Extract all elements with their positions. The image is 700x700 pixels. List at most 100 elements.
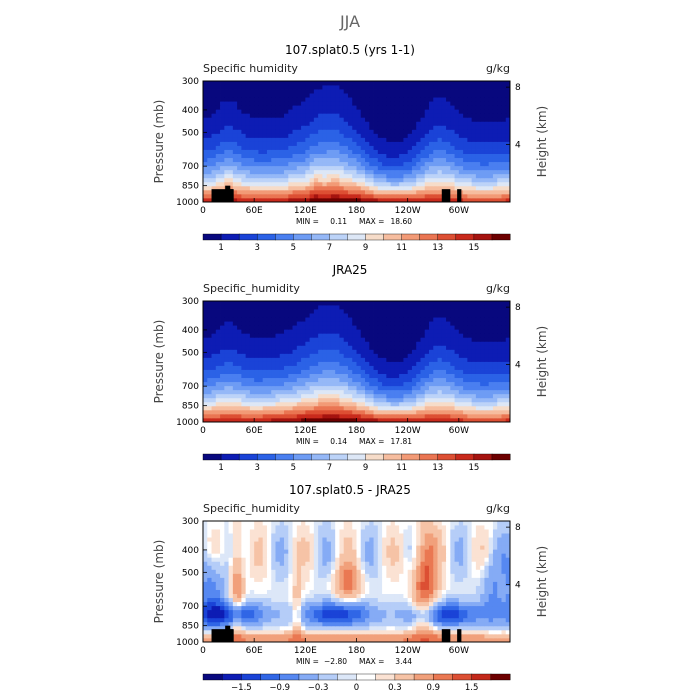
heatmap-cell bbox=[497, 409, 502, 415]
heatmap-cell bbox=[428, 377, 434, 383]
y-tick-label: 850 bbox=[182, 182, 199, 192]
heatmap-cell bbox=[407, 333, 413, 338]
heatmap-cell bbox=[407, 385, 413, 391]
heatmap-cell bbox=[237, 633, 242, 639]
heatmap-cell bbox=[203, 405, 208, 411]
heatmap-cell bbox=[454, 353, 460, 358]
heatmap-cell bbox=[505, 93, 511, 98]
heatmap-cell bbox=[403, 405, 409, 411]
heatmap-cell bbox=[424, 385, 430, 391]
heatmap-cell bbox=[339, 105, 345, 110]
heatmap-cell bbox=[497, 397, 502, 403]
heatmap-cell bbox=[347, 341, 353, 346]
heatmap-cell bbox=[203, 113, 208, 118]
heatmap-cell bbox=[258, 321, 264, 326]
heatmap-cell bbox=[377, 341, 383, 346]
heatmap-cell bbox=[284, 81, 289, 86]
heatmap-cell bbox=[437, 321, 443, 326]
heatmap-cell bbox=[266, 189, 272, 195]
heatmap-cell bbox=[403, 377, 409, 383]
heatmap-cell bbox=[416, 101, 421, 106]
heatmap-cell bbox=[343, 125, 349, 130]
heatmap-cell bbox=[369, 389, 374, 395]
heatmap-cell bbox=[258, 353, 264, 358]
heatmap-cell bbox=[394, 333, 400, 338]
heatmap-cell bbox=[501, 133, 507, 138]
heatmap-cell bbox=[296, 393, 302, 399]
heatmap-cell bbox=[416, 361, 421, 366]
heatmap-cell bbox=[433, 405, 438, 411]
heatmap-cell bbox=[403, 197, 409, 203]
heatmap-cell bbox=[296, 609, 302, 615]
heatmap-cell bbox=[249, 89, 255, 94]
heatmap-cell bbox=[279, 397, 285, 403]
heatmap-cell bbox=[458, 93, 464, 98]
heatmap-cell bbox=[339, 89, 345, 94]
heatmap-cell bbox=[203, 361, 208, 366]
heatmap-cell bbox=[356, 341, 362, 346]
heatmap-cell bbox=[326, 629, 332, 635]
heatmap-cell bbox=[407, 197, 413, 203]
heatmap-cell bbox=[467, 401, 473, 407]
heatmap-cell bbox=[458, 417, 464, 423]
heatmap-cell bbox=[322, 113, 328, 118]
heatmap-cell bbox=[313, 157, 319, 163]
heatmap-cell bbox=[330, 85, 336, 90]
heatmap-cell bbox=[326, 149, 332, 154]
heatmap-cell bbox=[433, 357, 438, 362]
heatmap-cell bbox=[480, 117, 485, 122]
heatmap-cell bbox=[382, 393, 387, 399]
heatmap-cell bbox=[501, 85, 507, 90]
heatmap-cell bbox=[228, 397, 234, 403]
heatmap-cell bbox=[501, 149, 507, 154]
heatmap-cell bbox=[262, 393, 268, 399]
heatmap-cell bbox=[373, 309, 379, 314]
heatmap-cell bbox=[475, 625, 481, 631]
heatmap-cell bbox=[232, 353, 238, 358]
heatmap-cell bbox=[365, 193, 370, 199]
heatmap-cell bbox=[399, 137, 404, 142]
heatmap-cell bbox=[433, 97, 438, 102]
heatmap-cell bbox=[335, 117, 340, 122]
heatmap-cell bbox=[237, 609, 242, 615]
heatmap-cell bbox=[441, 141, 447, 146]
heatmap-cell bbox=[501, 369, 507, 374]
heatmap-cell bbox=[288, 305, 293, 310]
heatmap-cell bbox=[446, 333, 451, 338]
heatmap-cell bbox=[433, 157, 438, 163]
heatmap-cell bbox=[203, 409, 208, 415]
heatmap-cell bbox=[203, 197, 208, 203]
heatmap-cell bbox=[441, 413, 447, 419]
heatmap-cell bbox=[258, 93, 264, 98]
heatmap-cell bbox=[335, 301, 340, 306]
colorbar-swatch bbox=[347, 233, 367, 241]
heatmap-cell bbox=[428, 141, 434, 146]
heatmap-cell bbox=[284, 621, 289, 627]
heatmap-cell bbox=[330, 141, 336, 146]
heatmap-cell bbox=[296, 365, 302, 370]
heatmap-cell bbox=[471, 325, 477, 330]
heatmap-cell bbox=[301, 105, 306, 110]
heatmap-cell bbox=[373, 357, 379, 362]
heatmap-cell bbox=[275, 373, 281, 379]
heatmap-cell bbox=[266, 313, 272, 318]
heatmap-cell bbox=[390, 101, 396, 106]
heatmap-cell bbox=[335, 357, 340, 362]
heatmap-cell bbox=[463, 389, 468, 395]
heatmap-cell bbox=[262, 413, 268, 419]
heatmap-cell bbox=[339, 177, 345, 183]
heatmap-cell bbox=[424, 189, 430, 195]
heatmap-cell bbox=[382, 417, 387, 423]
heatmap-cell bbox=[249, 381, 255, 387]
heatmap-cell bbox=[292, 89, 298, 94]
heatmap-cell bbox=[309, 345, 315, 350]
colorbar-swatch bbox=[220, 233, 240, 241]
heatmap-cell bbox=[450, 405, 455, 411]
heatmap-cell bbox=[318, 181, 323, 187]
heatmap-cell bbox=[237, 169, 242, 175]
heatmap-cell bbox=[279, 125, 285, 130]
heatmap-cell bbox=[232, 637, 238, 643]
heatmap-cell bbox=[301, 365, 306, 370]
heatmap-cell bbox=[288, 317, 293, 322]
heatmap-cell bbox=[220, 117, 225, 122]
